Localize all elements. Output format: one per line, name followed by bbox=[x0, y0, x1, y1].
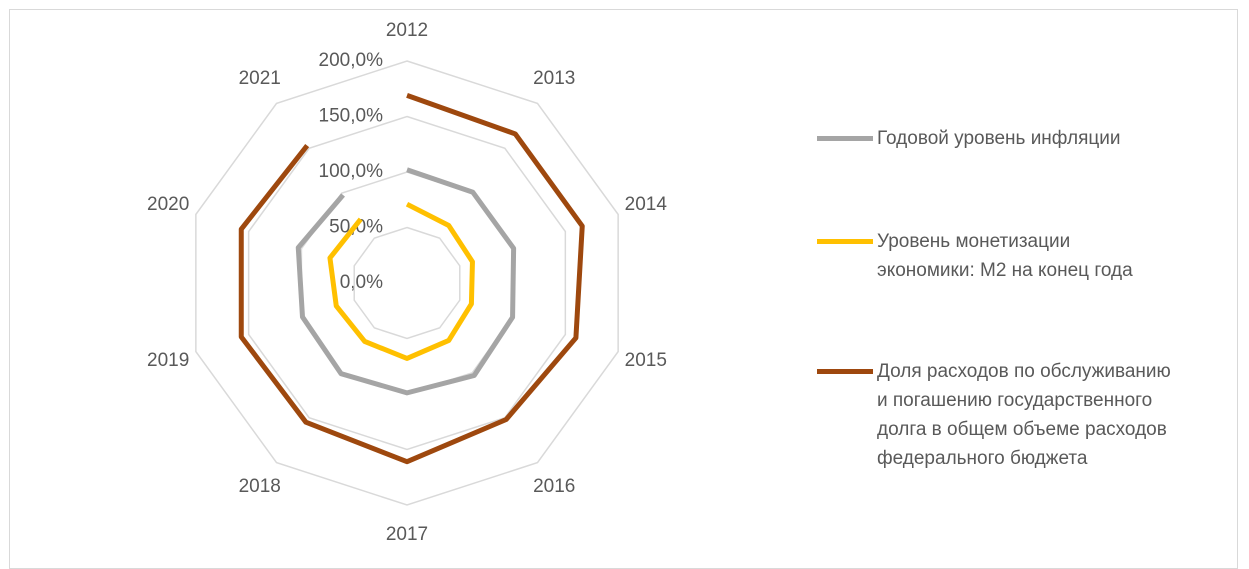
category-label: 2017 bbox=[386, 524, 428, 545]
r-tick-label: 150,0% bbox=[319, 106, 384, 127]
r-tick-label: 200,0% bbox=[319, 50, 384, 71]
series-line bbox=[238, 93, 585, 465]
legend-label: Годовой уровень инфляции bbox=[877, 128, 1121, 149]
category-label: 2014 bbox=[625, 194, 668, 215]
legend-entry: Годовой уровень инфляции bbox=[817, 124, 1121, 153]
grid-ring bbox=[195, 60, 619, 506]
chart: 0,0%50,0%100,0%150,0%200,0%2012201320142… bbox=[147, 20, 668, 545]
category-label: 2013 bbox=[533, 68, 575, 89]
category-label: 2020 bbox=[147, 194, 189, 215]
category-label: 2015 bbox=[625, 350, 667, 371]
page: {"chart_data": {"type": "radar", "catego… bbox=[9, 9, 1238, 569]
legend-label: Доля расходов по обслуживанию и погашени… bbox=[877, 361, 1171, 469]
legend-label: Уровень монетизации экономики: М2 на кон… bbox=[877, 231, 1133, 281]
grid-ring bbox=[353, 226, 461, 340]
legend-entry: Доля расходов по обслуживанию и погашени… bbox=[817, 357, 1171, 473]
legend-entry: Уровень монетизации экономики: М2 на кон… bbox=[817, 227, 1133, 285]
category-label: 2016 bbox=[533, 476, 575, 497]
category-label: 2021 bbox=[239, 68, 281, 89]
category-label: 2018 bbox=[239, 476, 281, 497]
category-label: 2019 bbox=[147, 350, 189, 371]
category-label: 2012 bbox=[386, 20, 428, 41]
series-line bbox=[327, 201, 475, 361]
legend-swatch bbox=[817, 136, 873, 141]
r-tick-label: 0,0% bbox=[340, 272, 383, 293]
legend-swatch bbox=[817, 369, 873, 374]
legend-swatch bbox=[817, 239, 873, 244]
r-tick-label: 100,0% bbox=[319, 161, 384, 182]
grid-ring bbox=[247, 115, 567, 451]
series-line bbox=[295, 167, 517, 396]
